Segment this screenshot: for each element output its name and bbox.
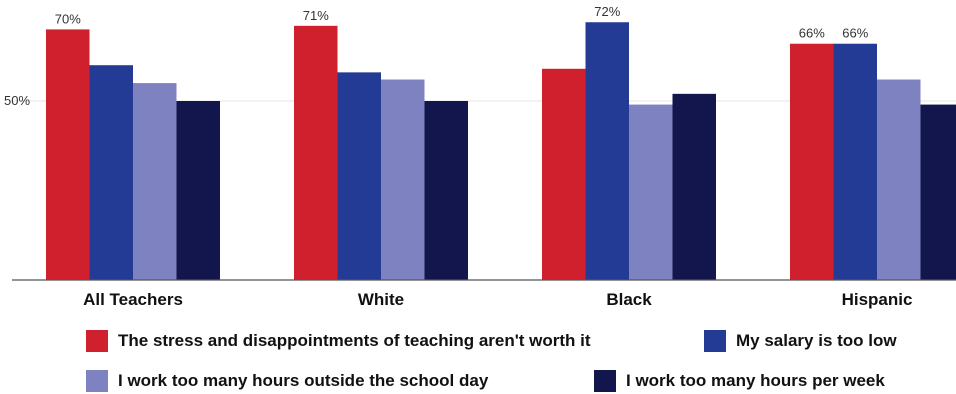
category-label: White xyxy=(358,290,404,309)
legend-label: The stress and disappointments of teachi… xyxy=(118,331,591,350)
legend-item-hours-outside: I work too many hours outside the school… xyxy=(86,370,488,392)
bar xyxy=(585,22,629,281)
bar xyxy=(89,65,133,280)
legend-item-hours-week: I work too many hours per week xyxy=(594,370,885,392)
bar xyxy=(920,104,956,280)
bar xyxy=(381,79,425,281)
bar-chart: 50% All Teachers White Black Hispanic 70% 71% 7… xyxy=(4,4,956,309)
data-label: 66% xyxy=(842,26,868,41)
data-label: 72% xyxy=(594,4,620,19)
category-label: All Teachers xyxy=(83,290,183,309)
y-tick-label: 50% xyxy=(4,93,30,108)
bar xyxy=(542,68,586,280)
legend-swatch xyxy=(594,370,616,392)
bar xyxy=(629,104,673,280)
bar xyxy=(176,101,220,280)
bar xyxy=(337,72,381,280)
bar xyxy=(46,29,90,281)
bar xyxy=(790,43,834,280)
legend-swatch xyxy=(86,370,108,392)
data-label: 71% xyxy=(303,8,329,23)
legend-item-salary: My salary is too low xyxy=(704,330,897,352)
legend-label: I work too many hours outside the school… xyxy=(118,371,489,390)
legend-item-stress: The stress and disappointments of teachi… xyxy=(86,330,591,352)
data-label: 66% xyxy=(799,26,825,41)
category-label: Hispanic xyxy=(842,290,913,309)
legend-swatch xyxy=(704,330,726,352)
category-label: Black xyxy=(606,290,652,309)
data-label: 70% xyxy=(55,11,81,26)
legend-label: I work too many hours per week xyxy=(626,371,885,390)
bar xyxy=(833,43,877,280)
bar xyxy=(424,101,468,280)
legend-swatch xyxy=(86,330,108,352)
bar xyxy=(133,83,177,280)
bar xyxy=(294,25,338,280)
bar xyxy=(877,79,921,281)
bar xyxy=(672,93,716,280)
legend-label: My salary is too low xyxy=(736,331,897,350)
